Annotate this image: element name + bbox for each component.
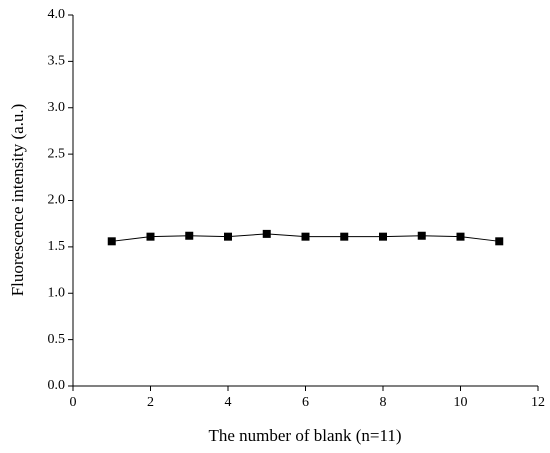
marker <box>417 231 426 240</box>
x-tick-label: 10 <box>454 395 468 410</box>
marker <box>340 232 349 241</box>
marker <box>379 232 387 241</box>
y-tick-label: 2.0 <box>48 193 66 208</box>
y-tick-label: 0.0 <box>48 378 66 393</box>
x-tick-label: 6 <box>302 395 309 410</box>
marker <box>262 229 271 238</box>
x-tick-label: 8 <box>380 395 387 410</box>
x-tick-label: 0 <box>70 395 77 410</box>
marker <box>185 231 194 240</box>
x-axis-label: The number of blank (n=11) <box>208 426 401 445</box>
y-tick-label: 1.5 <box>48 239 66 254</box>
marker <box>224 232 232 241</box>
x-tick-label: 4 <box>225 395 232 410</box>
y-tick-label: 1.0 <box>48 285 66 300</box>
y-tick-label: 0.5 <box>48 332 66 347</box>
y-tick-label: 2.5 <box>48 146 66 161</box>
marker <box>107 237 116 246</box>
marker <box>146 232 155 241</box>
y-tick-label: 3.0 <box>48 100 66 115</box>
x-tick-label: 2 <box>147 395 154 410</box>
marker <box>301 232 310 241</box>
marker <box>456 232 465 241</box>
y-axis-label: Fluorescence intensity (a.u.) <box>8 104 27 297</box>
y-tick-label: 3.5 <box>48 54 66 69</box>
marker <box>495 237 504 246</box>
y-tick-label: 4.0 <box>48 7 66 22</box>
x-tick-label: 12 <box>531 395 545 410</box>
